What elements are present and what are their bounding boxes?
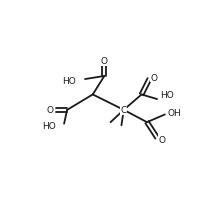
Text: O: O: [101, 57, 108, 66]
Text: HO: HO: [43, 121, 56, 130]
Text: O: O: [47, 106, 54, 115]
Text: O: O: [158, 135, 165, 144]
Text: HO: HO: [160, 91, 174, 100]
Text: O: O: [150, 74, 157, 83]
Text: HO: HO: [62, 77, 76, 86]
Text: C: C: [121, 106, 127, 115]
Text: OH: OH: [168, 109, 182, 118]
